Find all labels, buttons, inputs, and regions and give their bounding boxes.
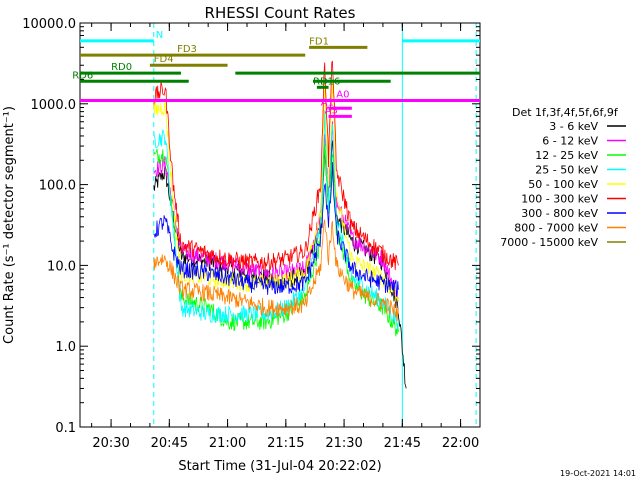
legend-entry-label: 300 - 800 keV xyxy=(521,207,598,220)
attenuator-label: FD4 xyxy=(154,54,174,65)
legend-entry-label: 3 - 6 keV xyxy=(549,120,598,133)
legend-entry-label: 100 - 300 keV xyxy=(521,193,598,206)
chart-title: RHESSI Count Rates xyxy=(205,4,356,22)
y-tick-label: 10000.0 xyxy=(22,17,76,32)
x-axis-label: Start Time (31-Jul-04 20:22:02) xyxy=(178,459,381,474)
y-tick-label: 1000.0 xyxy=(31,98,77,113)
series-line-5 xyxy=(153,60,399,272)
x-tick-label: 22:00 xyxy=(442,436,479,451)
legend-entry-label: 50 - 100 keV xyxy=(528,178,598,191)
x-axis: 20:30 20:45 21:00 21:15 21:30 21:45 22:00 xyxy=(91,23,481,451)
x-tick-label: 21:30 xyxy=(325,436,362,451)
attenuator-label: N xyxy=(156,30,163,41)
series-line-1 xyxy=(153,121,399,302)
series-line-4 xyxy=(153,80,399,302)
x-tick-label: 20:30 xyxy=(92,436,129,451)
legend-entry-label: 800 - 7000 keV xyxy=(514,222,598,235)
y-tick-label: 100.0 xyxy=(39,179,76,194)
y-tick-label: 0.1 xyxy=(55,421,76,436)
series-line-3 xyxy=(153,110,399,330)
plot-frame xyxy=(79,22,481,428)
legend: Det 1f,3f,4f,5f,6f,9f 3 - 6 keV 6 - 12 ke… xyxy=(500,106,626,249)
x-tick-label: 21:00 xyxy=(209,436,246,451)
attenuator-label: A3 xyxy=(325,105,338,116)
series-line-2 xyxy=(153,142,399,337)
attenuator-label: FD1 xyxy=(309,36,329,47)
y-tick-label: 10.0 xyxy=(47,259,76,274)
attenuator-label: RD6 xyxy=(72,70,93,81)
legend-entry-label: 25 - 50 keV xyxy=(535,164,598,177)
attenuator-label: FD3 xyxy=(177,44,197,55)
y-axis-label: Count Rate (s⁻¹ detector segment⁻¹) xyxy=(2,106,17,344)
x-tick-label: 21:15 xyxy=(267,436,304,451)
attenuator-label: A1 xyxy=(321,97,334,108)
y-axis: 0.1 1.0 10.0 100.0 1000.0 10000.0 xyxy=(22,17,480,436)
legend-title: Det 1f,3f,4f,5f,6f,9f xyxy=(512,106,619,119)
legend-entry-label: 12 - 25 keV xyxy=(535,149,598,162)
series-line-6 xyxy=(153,162,399,297)
attenuator-label: RD16 xyxy=(313,76,340,87)
legend-entry-label: 7000 - 15000 keV xyxy=(500,236,598,249)
x-tick-label: 20:45 xyxy=(151,436,188,451)
attenuator-label: A0 xyxy=(336,89,349,100)
footer-timestamp: 19-Oct-2021 14:01 xyxy=(560,469,636,478)
legend-entry-label: 6 - 12 keV xyxy=(542,135,598,148)
series-line-7 xyxy=(153,219,399,322)
x-tick-label: 21:45 xyxy=(384,436,421,451)
attenuator-label: RD0 xyxy=(111,62,132,73)
y-tick-label: 1.0 xyxy=(55,340,76,355)
